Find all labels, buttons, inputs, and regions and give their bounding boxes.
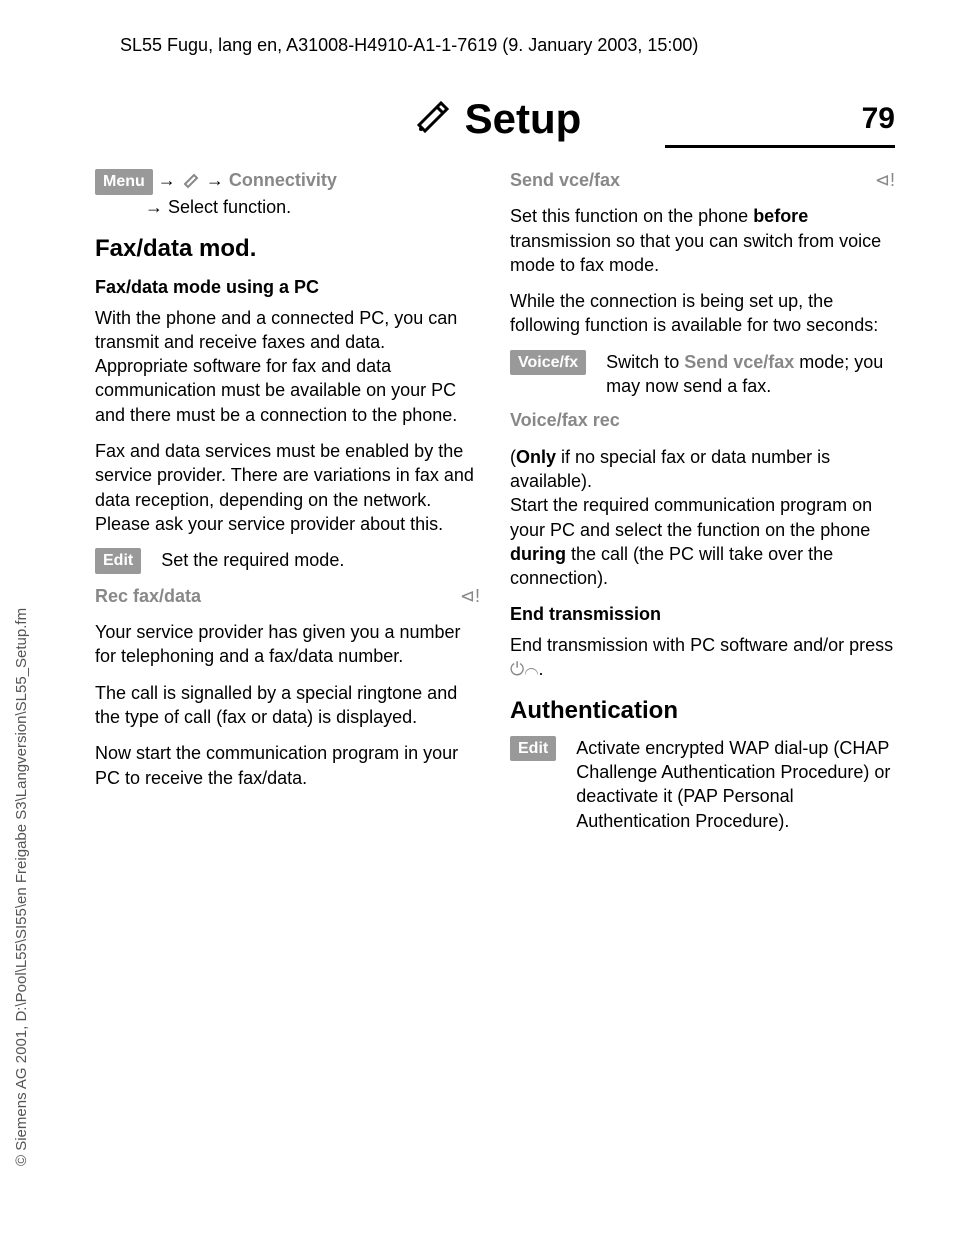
voice-fax-rec-label: Voice/fax rec	[510, 408, 895, 432]
arrow-icon: →	[206, 170, 229, 190]
right-column: Send vce/fax ⊲! Set this function on the…	[510, 168, 895, 843]
connectivity-label: Connectivity	[229, 170, 337, 190]
end-transmission-para: End transmission with PC software and/or…	[510, 633, 895, 682]
rec-fax-para-2: The call is signalled by a special ringt…	[95, 681, 480, 730]
rec-fax-label: Rec fax/data	[95, 586, 201, 606]
arrow-icon: →	[145, 197, 168, 217]
power-hangup-icon: ⏻⌒	[510, 659, 538, 679]
fax-pc-subheading: Fax/data mode using a PC	[95, 275, 480, 299]
select-function-text: Select function.	[168, 197, 291, 217]
arrow-icon: →	[158, 170, 181, 190]
service-icon: ⊲!	[460, 584, 480, 608]
edit-badge: Edit	[510, 736, 556, 762]
page-title-row: Setup 79	[95, 95, 895, 143]
fax-data-heading: Fax/data mod.	[95, 233, 480, 265]
auth-edit-text: Activate encrypted WAP dial-up (CHAP Cha…	[576, 736, 895, 833]
left-column: Menu → → Connectivity → Select function.…	[95, 168, 480, 843]
voice-fx-text: Switch to Send vce/fax mode; you may now…	[606, 350, 895, 399]
page-content: Setup 79 Menu → → Connectivity → Select …	[95, 95, 895, 843]
title-underline	[665, 145, 895, 148]
menu-badge: Menu	[95, 169, 153, 195]
voice-fax-rec-para-2: Start the required communication program…	[510, 493, 895, 590]
rec-fax-para-3: Now start the communication program in y…	[95, 741, 480, 790]
doc-header: SL55 Fugu, lang en, A31008-H4910-A1-1-76…	[120, 35, 698, 56]
send-vce-para-2: While the connection is being set up, th…	[510, 289, 895, 338]
authentication-heading: Authentication	[510, 695, 895, 727]
service-icon: ⊲!	[875, 168, 895, 192]
edit-text: Set the required mode.	[161, 548, 344, 572]
menu-path: Menu → → Connectivity → Select function.	[95, 168, 480, 219]
send-vce-para-1: Set this function on the phone before tr…	[510, 204, 895, 277]
page-number: 79	[862, 102, 895, 136]
edit-badge: Edit	[95, 548, 141, 574]
copyright-sidebar: © Siemens AG 2001, D:\Pool\L55\SI55\en F…	[13, 608, 30, 1166]
setup-icon	[409, 97, 453, 141]
end-transmission-heading: End transmission	[510, 602, 895, 626]
rec-fax-para-1: Your service provider has given you a nu…	[95, 620, 480, 669]
voice-fax-rec-para-1: (Only if no special fax or data number i…	[510, 445, 895, 494]
fax-para-1: With the phone and a connected PC, you c…	[95, 306, 480, 427]
fax-para-2: Fax and data services must be enabled by…	[95, 439, 480, 536]
send-vce-label: Send vce/fax	[510, 170, 620, 190]
voice-fx-badge: Voice/fx	[510, 350, 586, 376]
page-title: Setup	[465, 95, 582, 143]
setup-small-icon	[181, 170, 201, 190]
